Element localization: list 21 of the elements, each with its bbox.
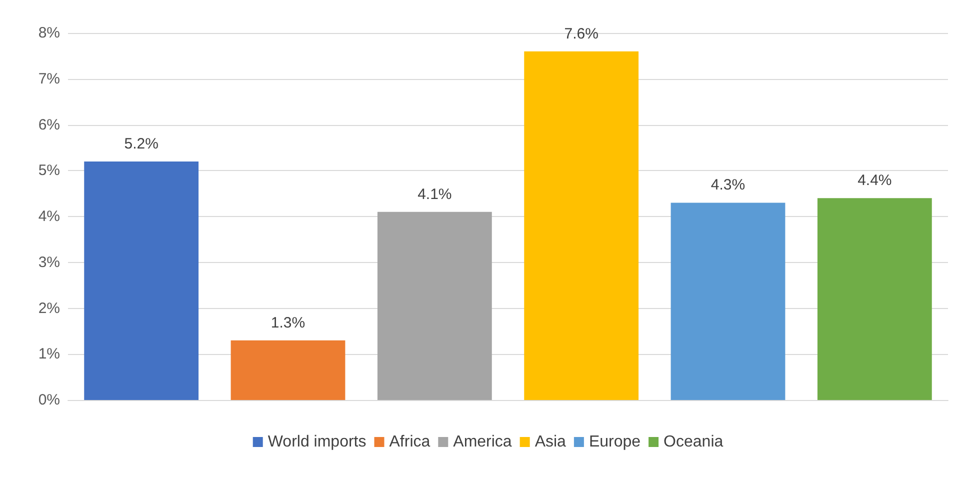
text: 4.4% xyxy=(858,172,892,190)
text: 5.2% xyxy=(124,135,158,152)
y-tick-label: 0% xyxy=(38,392,60,408)
text: 4.1% xyxy=(418,186,452,203)
y-tick-label: 4% xyxy=(38,208,60,225)
text: 1.3% xyxy=(270,314,306,332)
y-tick-label: 8% xyxy=(38,24,60,42)
y-tick-label: 2% xyxy=(38,300,60,317)
text: 4.3% xyxy=(710,176,746,194)
y-tick-label: 1% xyxy=(38,346,60,363)
legend-label: Africa xyxy=(389,434,430,450)
legend-label: Oceania xyxy=(664,434,724,450)
text: 7.6% xyxy=(564,25,598,42)
legend-label: America xyxy=(453,434,512,450)
y-tick-label: 6% xyxy=(38,116,60,134)
y-tick-label: 5% xyxy=(38,162,60,180)
legend-label: World imports xyxy=(268,434,366,450)
legend-label: Asia xyxy=(534,434,566,450)
y-tick-label: 7% xyxy=(38,70,60,88)
y-tick-label: 3% xyxy=(38,254,60,271)
legend-label: Europe xyxy=(588,434,641,450)
